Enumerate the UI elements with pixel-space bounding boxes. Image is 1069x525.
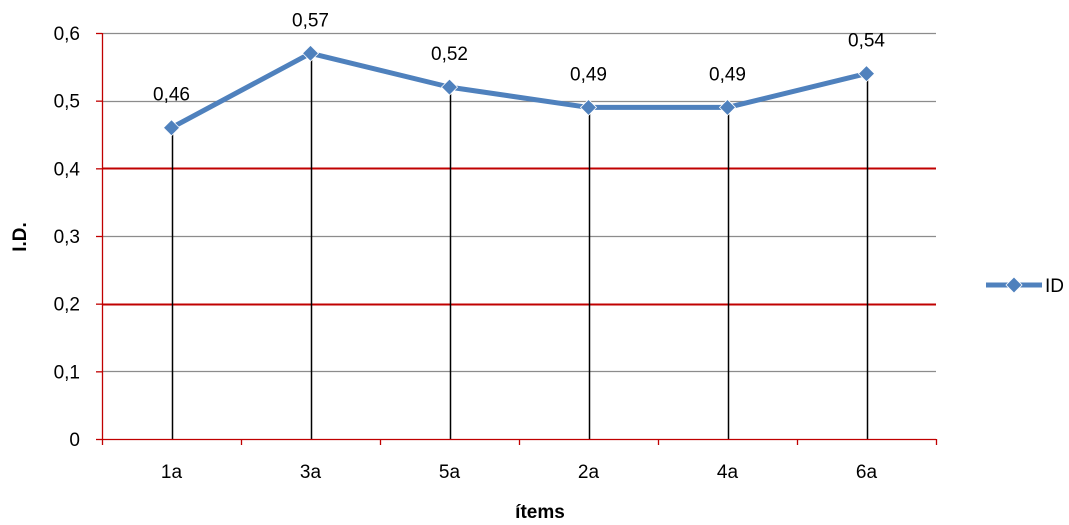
gridlines: [102, 32, 936, 373]
series-line: [169, 50, 869, 131]
data-point: [718, 98, 737, 116]
legend-marker: [1005, 276, 1023, 294]
data-point: [857, 65, 876, 83]
data-label: 0,49: [570, 64, 607, 85]
x-tick-label: 3a: [300, 462, 322, 483]
legend: ID: [986, 276, 1064, 297]
data-label: 0,46: [153, 85, 190, 106]
data-label: 0,54: [848, 31, 885, 52]
tick-labels: 0 0,1 0,2 0,3 0,4 0,5 0,6 1a 3a 5a 2a 4a 6a: [54, 24, 878, 483]
data-label: 0,49: [709, 64, 746, 85]
data-point: [579, 98, 598, 116]
y-axis-title: I.D.: [10, 222, 31, 252]
y-tick-label: 0,5: [54, 92, 80, 113]
data-point: [440, 78, 459, 96]
data-label: 0,52: [431, 44, 468, 65]
y-tick-label: 0,3: [54, 227, 80, 248]
x-tick-label: 1a: [161, 462, 183, 483]
y-tick-label: 0,2: [54, 295, 80, 316]
x-tick-label: 6a: [856, 462, 878, 483]
data-label: 0,57: [292, 10, 329, 31]
series: [162, 44, 876, 137]
axes: [96, 32, 938, 445]
data-labels: 0,46 0,57 0,52 0,49 0,49 0,54: [153, 10, 885, 105]
y-tick-label: 0,6: [54, 24, 80, 45]
x-axis-title: ítems: [515, 502, 565, 523]
y-tick-label: 0,4: [54, 159, 81, 180]
x-tick-label: 4a: [717, 462, 739, 483]
data-point: [162, 119, 181, 137]
y-tick-label: 0: [69, 430, 80, 451]
legend-label: ID: [1045, 276, 1064, 297]
drop-lines: [171, 53, 869, 439]
x-tick-label: 2a: [578, 462, 600, 483]
y-tick-label: 0,1: [54, 362, 80, 383]
x-tick-label: 5a: [439, 462, 461, 483]
data-point: [301, 44, 320, 62]
